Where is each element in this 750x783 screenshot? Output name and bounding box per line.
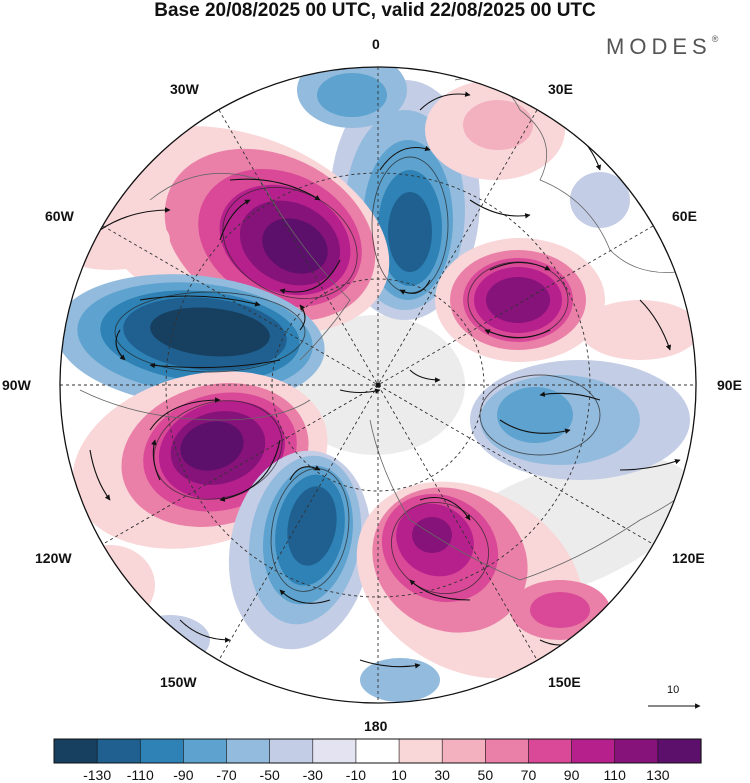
- lon-label-150e: 150E: [548, 674, 581, 690]
- colorbar-tick-label: -70: [216, 767, 237, 783]
- lon-label-30e: 30E: [548, 81, 573, 97]
- colorbar-box: [398, 738, 443, 764]
- colorbar-tick-label: 90: [563, 767, 580, 783]
- lon-label-120e: 120E: [672, 550, 705, 566]
- colorbar-tick-label: 130: [646, 767, 670, 783]
- wind-vectors: [89, 91, 681, 669]
- colorbar-tick-label: 70: [520, 767, 537, 783]
- pole-marker: [375, 382, 381, 388]
- colorbar-tick-label: -30: [302, 767, 323, 783]
- colorbar-box: [269, 738, 314, 764]
- colorbar-box: [441, 738, 486, 764]
- colorbar-box: [96, 738, 141, 764]
- colorbar-tick-label: -50: [259, 767, 280, 783]
- colorbar-box: [485, 738, 530, 764]
- vector-reference-label: 10: [667, 684, 680, 696]
- colorbar-box: [657, 738, 702, 764]
- map-title: Base 20/08/2025 00 UTC, valid 22/08/2025…: [154, 0, 596, 21]
- lon-label-90w: 90W: [2, 377, 31, 393]
- colorbar-box: [139, 738, 184, 764]
- colorbar-tick-label: -90: [173, 767, 194, 783]
- colorbar-box: [183, 738, 228, 764]
- modes-logo-text: MODES: [606, 34, 712, 59]
- lon-label-150w: 150W: [160, 674, 197, 690]
- blue-cell-south: [228, 450, 440, 702]
- modes-logo: MODES®: [606, 34, 718, 60]
- purple-cell-east: [435, 238, 605, 362]
- blue-cell-west: [60, 274, 325, 406]
- anomaly-field: [60, 67, 696, 703]
- lon-label-90e: 90E: [717, 377, 742, 393]
- blue-cell-east: [470, 360, 690, 480]
- registered-mark: ®: [711, 34, 719, 44]
- colorbar-box: [355, 738, 400, 764]
- colorbar-tick-label: -10: [345, 767, 367, 783]
- lon-label-60w: 60W: [45, 208, 74, 224]
- colorbar-tick-label: 10: [391, 767, 407, 783]
- colorbar-box: [571, 738, 616, 764]
- colorbar-tick-label: -110: [126, 767, 154, 783]
- colorbar-box: [614, 738, 659, 764]
- colorbar-box: [226, 738, 271, 764]
- colorbar-tick-label: 30: [434, 767, 450, 783]
- lon-label-60e: 60E: [672, 208, 697, 224]
- lon-label-30w: 30W: [170, 81, 199, 97]
- map-boundary: [59, 66, 697, 704]
- colorbar-box: [53, 738, 98, 764]
- colorbar-tick-label: -130: [83, 767, 112, 783]
- lon-label-0: 0: [372, 36, 380, 52]
- magenta-cell-southeast: [356, 481, 610, 679]
- colorbar-tick-label: 50: [477, 767, 494, 783]
- colorbar-box: [528, 738, 573, 764]
- purple-cell-northwest: [90, 126, 390, 334]
- lon-label-180: 180: [364, 718, 388, 734]
- colorbar-tick-label: 110: [603, 767, 626, 783]
- colorbar-box: [312, 738, 357, 764]
- lon-label-120w: 120W: [35, 550, 72, 566]
